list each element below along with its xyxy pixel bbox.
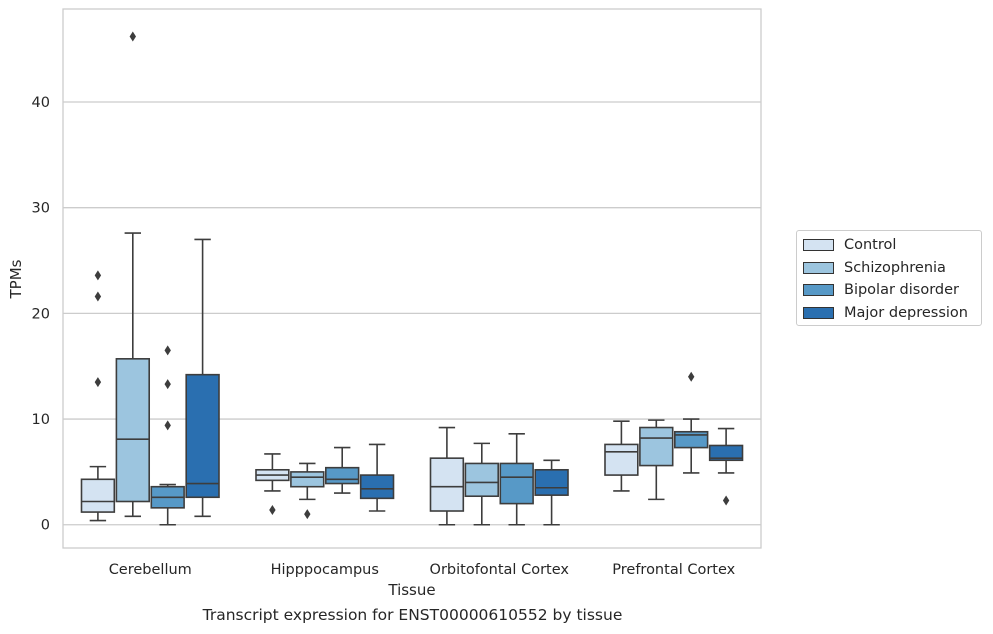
box-control-2 — [429, 426, 465, 526]
outlier-point — [164, 420, 171, 431]
box-plot-series — [80, 31, 744, 526]
box-iqr — [324, 466, 360, 485]
legend-label: Major depression — [844, 304, 968, 321]
box-iqr — [115, 358, 151, 503]
box-major-depression-3 — [708, 427, 744, 506]
y-tick-label: 30 — [32, 201, 50, 217]
legend-item: Bipolar disorder — [803, 280, 959, 300]
legend-item: Control — [803, 235, 896, 255]
plot-frame — [62, 8, 762, 549]
box-bipolar-disorder-1 — [324, 446, 360, 494]
box-iqr — [708, 444, 744, 462]
box-schizophrenia-0 — [115, 31, 151, 518]
legend-swatch — [803, 239, 834, 251]
outlier-point — [94, 270, 102, 281]
box-bipolar-disorder-2 — [499, 433, 534, 526]
legend-label: Schizophrenia — [844, 259, 946, 276]
box-iqr — [290, 471, 325, 488]
box-control-3 — [604, 420, 639, 492]
legend-label: Bipolar disorder — [844, 282, 959, 298]
box-iqr — [80, 478, 116, 513]
y-tick-label: 40 — [32, 95, 50, 111]
box-iqr — [639, 426, 674, 467]
y-tick-labels: 0 10 20 30 40 — [32, 95, 50, 534]
box-major-depression-0 — [185, 238, 220, 518]
legend-label: Control — [844, 237, 897, 253]
y-tick-label: 20 — [32, 306, 50, 322]
y-tick-label: 10 — [32, 412, 50, 428]
outlier-point — [722, 495, 730, 506]
figure-caption: Transcript expression for ENST0000061055… — [202, 606, 623, 624]
box-iqr — [429, 457, 465, 512]
outlier-point — [304, 509, 311, 520]
legend-item: Major depression — [803, 303, 968, 323]
outlier-point — [94, 377, 102, 388]
box-major-depression-2 — [534, 459, 569, 526]
outlier-point — [688, 371, 695, 382]
x-axis-label: Tissue — [387, 581, 435, 599]
box-schizophrenia-1 — [290, 462, 325, 520]
x-tick-label: Cerebellum — [109, 562, 192, 578]
box-schizophrenia-2 — [464, 442, 500, 526]
legend-swatch — [803, 306, 834, 319]
outlier-point — [94, 291, 102, 302]
outlier-point — [164, 379, 171, 390]
outlier-point — [129, 31, 136, 42]
grid-lines — [63, 101, 761, 526]
box-iqr — [604, 443, 639, 476]
legend-item: Schizophrenia — [803, 258, 946, 278]
box-schizophrenia-3 — [639, 419, 674, 501]
x-tick-labels: Cerebellum Hipppocampus Orbitofontal Corte… — [109, 562, 736, 578]
box-iqr — [359, 474, 395, 500]
box-iqr — [185, 373, 220, 499]
y-axis-label: TPMs — [7, 259, 25, 299]
x-tick-label: Orbitofontal Cortex — [430, 562, 570, 578]
legend-swatch — [803, 261, 834, 274]
box-bipolar-disorder-3 — [673, 371, 709, 474]
x-tick-label: Hipppocampus — [271, 562, 379, 578]
box-bipolar-disorder-0 — [150, 345, 185, 526]
box-iqr — [534, 468, 569, 496]
legend: Control Schizophrenia Bipolar disorder Majo… — [796, 230, 982, 326]
box-control-1 — [255, 453, 290, 515]
outlier-point — [269, 504, 276, 515]
box-major-depression-1 — [359, 443, 395, 512]
legend-swatch — [803, 284, 834, 296]
box-iqr — [499, 462, 534, 505]
outlier-point — [164, 345, 171, 356]
x-tick-label: Prefrontal Cortex — [612, 562, 735, 578]
y-tick-label: 0 — [41, 518, 50, 534]
box-iqr — [464, 462, 500, 498]
box-control-0 — [80, 270, 116, 522]
